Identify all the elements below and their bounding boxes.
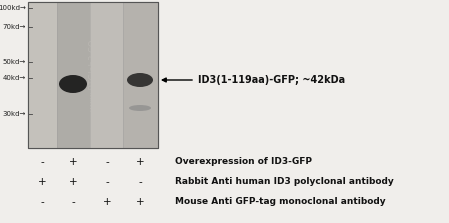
Text: 100kd→: 100kd→ xyxy=(0,5,26,11)
Text: www.PTGlab3.CO: www.PTGlab3.CO xyxy=(88,39,97,111)
Bar xyxy=(28,2,158,148)
Bar xyxy=(57,2,90,148)
Text: +: + xyxy=(136,197,144,207)
Text: ID3(1-119aa)-GFP; ~42kDa: ID3(1-119aa)-GFP; ~42kDa xyxy=(198,75,345,85)
Text: +: + xyxy=(103,197,111,207)
Ellipse shape xyxy=(59,75,87,93)
Bar xyxy=(90,2,123,148)
Bar xyxy=(123,2,158,148)
Ellipse shape xyxy=(127,73,153,87)
Text: +: + xyxy=(69,157,77,167)
Text: 70kd→: 70kd→ xyxy=(3,24,26,30)
Text: Rabbit Anti human ID3 polyclonal antibody: Rabbit Anti human ID3 polyclonal antibod… xyxy=(175,178,394,186)
Bar xyxy=(28,2,57,148)
Text: -: - xyxy=(105,177,109,187)
Text: -: - xyxy=(105,157,109,167)
Text: 40kd→: 40kd→ xyxy=(3,75,26,81)
Ellipse shape xyxy=(129,105,151,111)
Text: 30kd→: 30kd→ xyxy=(3,111,26,117)
Text: +: + xyxy=(136,157,144,167)
Text: -: - xyxy=(138,177,142,187)
Text: -: - xyxy=(71,197,75,207)
Text: Mouse Anti GFP-tag monoclonal antibody: Mouse Anti GFP-tag monoclonal antibody xyxy=(175,198,386,206)
Text: +: + xyxy=(38,177,46,187)
Text: -: - xyxy=(40,157,44,167)
Text: Overexpression of ID3-GFP: Overexpression of ID3-GFP xyxy=(175,157,312,167)
Text: +: + xyxy=(69,177,77,187)
Bar xyxy=(28,2,158,148)
Text: -: - xyxy=(40,197,44,207)
Text: 50kd→: 50kd→ xyxy=(3,59,26,65)
